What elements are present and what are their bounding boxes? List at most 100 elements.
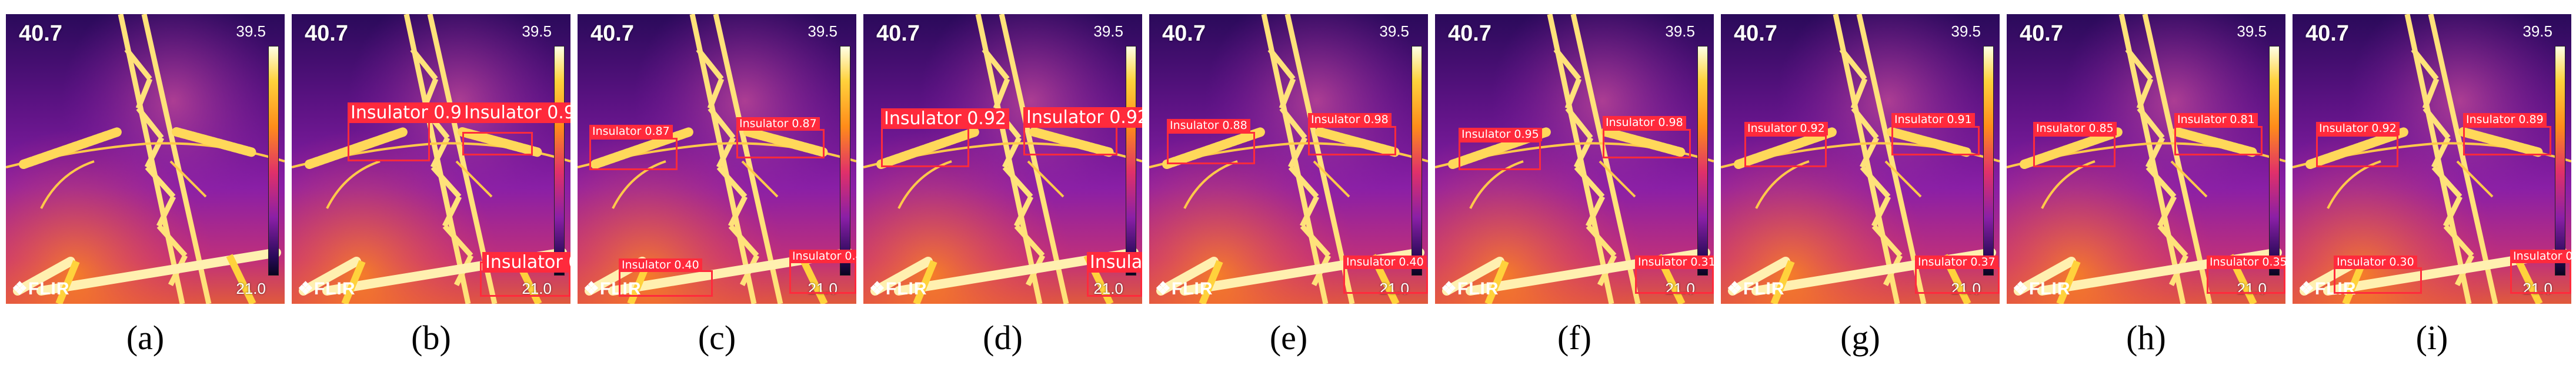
detection-label: Insulator 0.95: [1459, 128, 1542, 141]
detection-label: Insulator 0.98: [1603, 116, 1686, 130]
detection-label: Insulator 0.37: [1915, 256, 1998, 269]
panel-caption: (a): [126, 319, 165, 357]
scale-min-temperature: 21.0: [807, 280, 837, 297]
insulator-bounding-box: [789, 261, 856, 294]
scale-min-temperature: 21.0: [1379, 280, 1409, 297]
max-temperature-readout: 40.7: [1448, 21, 1491, 46]
scale-max-temperature: 39.5: [1665, 22, 1695, 40]
thermal-panel-g: 40.7 39.5 21.0 ❖FLIR Insulator 0.92 Insul…: [1721, 14, 2000, 304]
detection-label: Insulator 0.87: [589, 125, 673, 138]
thermal-scene-image: [863, 14, 1142, 304]
insulator-bounding-box: [619, 270, 713, 297]
insulator-bounding-box: [1167, 132, 1255, 164]
detection-label: Insulator 0.30: [2334, 256, 2417, 269]
insulator-bounding-box: [348, 120, 430, 161]
thermal-scene-image: [292, 14, 570, 304]
thermal-panel-b: 40.7 39.5 21.0 ❖FLIR Insulator 0.93 Insul…: [292, 14, 570, 304]
detection-label: Insulator 0.34: [2510, 250, 2571, 263]
temperature-scale-bar: [1697, 46, 1708, 276]
insulator-bounding-box: [462, 132, 533, 155]
flir-logo: ❖FLIR: [1441, 279, 1499, 299]
scale-min-temperature: 21.0: [1665, 280, 1695, 297]
detection-label: Insulator 0.40: [1343, 256, 1427, 269]
insulator-bounding-box: [1343, 267, 1428, 294]
thermal-panel-e: 40.7 39.5 21.0 ❖FLIR Insulator 0.88 Insul…: [1149, 14, 1428, 304]
scale-max-temperature: 39.5: [1951, 22, 1981, 40]
insulator-bounding-box: [1308, 126, 1396, 155]
panel-caption: (d): [983, 319, 1023, 357]
detection-label: Insulator 0: [482, 252, 570, 273]
panel-caption: (c): [698, 319, 736, 357]
insulator-bounding-box: [1603, 129, 1691, 158]
insulator-bounding-box: [736, 129, 825, 158]
max-temperature-readout: 40.7: [876, 21, 920, 46]
scale-max-temperature: 39.5: [807, 22, 837, 40]
thermal-scene-image: [6, 14, 285, 304]
detection-label: Insulator 0.43: [789, 250, 856, 263]
detection-label: Insulator: [1087, 252, 1142, 273]
insulator-bounding-box: [1744, 135, 1827, 167]
detection-label: Insulator 0.31: [1635, 256, 1714, 269]
thermal-panel-f: 40.7 39.5 21.0 ❖FLIR Insulator 0.95 Insul…: [1435, 14, 1714, 304]
insulator-bounding-box: [2316, 135, 2398, 167]
temperature-scale-bar: [1412, 46, 1422, 276]
max-temperature-readout: 40.7: [590, 21, 634, 46]
panel-caption: (b): [411, 319, 451, 357]
panel-caption: (e): [1269, 319, 1308, 357]
scale-min-temperature: 21.0: [236, 280, 266, 297]
temperature-scale-bar: [840, 46, 850, 276]
flir-logo: ❖FLIR: [298, 279, 356, 299]
insulator-bounding-box: [2463, 126, 2551, 155]
flir-logo: ❖FLIR: [12, 279, 70, 299]
detection-label: Insulator 0.91: [1891, 113, 1975, 127]
detection-label: Insulator 0.88: [1167, 119, 1250, 132]
scale-min-temperature: 21.0: [1093, 280, 1123, 297]
flir-logo: ❖FLIR: [869, 279, 927, 299]
flir-logo: ❖FLIR: [1155, 279, 1213, 299]
scale-min-temperature: 21.0: [522, 280, 552, 297]
detection-label: Insulator 0.91: [461, 102, 570, 123]
detection-label: Insulator 0.92: [2316, 122, 2400, 135]
scale-max-temperature: 39.5: [1093, 22, 1123, 40]
insulator-bounding-box: [1891, 126, 1980, 155]
scale-max-temperature: 39.5: [2237, 22, 2267, 40]
max-temperature-readout: 40.7: [2305, 21, 2349, 46]
flir-logo: ❖FLIR: [1727, 279, 1785, 299]
temperature-scale-bar: [554, 46, 565, 276]
thermal-panel-i: 40.7 39.5 21.0 ❖FLIR Insulator 0.92 Insul…: [2293, 14, 2571, 304]
panel-caption: (h): [2126, 319, 2166, 357]
scale-min-temperature: 21.0: [2522, 280, 2552, 297]
temperature-scale-bar: [268, 46, 279, 276]
detection-label: Insulator 0.93: [348, 102, 476, 123]
panel-caption: (g): [1840, 319, 1880, 357]
insulator-bounding-box: [2033, 135, 2115, 167]
insulator-bounding-box: [2334, 267, 2422, 294]
detection-label: Insulator 0.89: [2463, 113, 2547, 127]
thermal-panel-c: 40.7 39.5 21.0 ❖FLIR Insulator 0.87 Insul…: [578, 14, 856, 304]
insulator-bounding-box: [2510, 261, 2571, 294]
detection-label: Insulator 0.35: [2207, 256, 2285, 269]
scale-min-temperature: 21.0: [2237, 280, 2267, 297]
scale-max-temperature: 39.5: [522, 22, 552, 40]
max-temperature-readout: 40.7: [1734, 21, 1777, 46]
detection-label: Insulator 0.92: [1023, 107, 1142, 128]
detection-label: Insulator 0.87: [736, 117, 820, 131]
detection-label: Insulator 0.92: [881, 108, 1010, 129]
insulator-bounding-box: [1915, 267, 2000, 294]
temperature-scale-bar: [1983, 46, 1994, 276]
insulator-bounding-box: [1459, 141, 1541, 170]
detection-label: Insulator 0.98: [1308, 113, 1392, 127]
thermal-panel-a: 40.7 39.5 21.0 ❖FLIR: [6, 14, 285, 304]
detection-label: Insulator 0.40: [619, 258, 702, 272]
temperature-scale-bar: [1126, 46, 1136, 276]
panel-caption: (f): [1557, 319, 1591, 357]
detection-label: Insulator 0.85: [2033, 122, 2117, 135]
temperature-scale-bar: [2269, 46, 2280, 276]
max-temperature-readout: 40.7: [19, 21, 62, 46]
thermal-panel-h: 40.7 39.5 21.0 ❖FLIR Insulator 0.85 Insul…: [2007, 14, 2285, 304]
max-temperature-readout: 40.7: [305, 21, 348, 46]
scale-max-temperature: 39.5: [1379, 22, 1409, 40]
thermal-panel-d: 40.7 39.5 21.0 ❖FLIR Insulator 0.92 Insul…: [863, 14, 1142, 304]
insulator-bounding-box: [589, 138, 678, 170]
detection-label: Insulator 0.92: [1744, 122, 1828, 135]
